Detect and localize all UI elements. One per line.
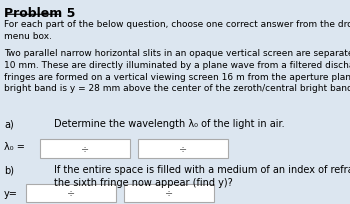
Text: a): a) (4, 119, 14, 129)
FancyBboxPatch shape (40, 139, 130, 158)
FancyBboxPatch shape (138, 139, 228, 158)
Text: Problem 5: Problem 5 (4, 7, 76, 20)
FancyBboxPatch shape (124, 184, 214, 202)
Text: ÷: ÷ (179, 144, 187, 154)
Text: Determine the wavelength λ₀ of the light in air.: Determine the wavelength λ₀ of the light… (54, 119, 285, 129)
Text: If the entire space is filled with a medium of an index of refraction n = 1.527,: If the entire space is filled with a med… (54, 165, 350, 188)
FancyBboxPatch shape (26, 184, 116, 202)
Text: λ₀ =: λ₀ = (4, 142, 25, 152)
Text: y=: y= (4, 189, 18, 199)
Text: b): b) (4, 165, 14, 175)
Text: Two parallel narrow horizontal slits in an opaque vertical screen are separated : Two parallel narrow horizontal slits in … (4, 49, 350, 93)
Text: ÷: ÷ (81, 144, 89, 154)
Text: ÷: ÷ (67, 188, 75, 198)
Text: For each part of the below question, choose one correct answer from the drop-dow: For each part of the below question, cho… (4, 20, 350, 41)
Text: ÷: ÷ (165, 188, 173, 198)
